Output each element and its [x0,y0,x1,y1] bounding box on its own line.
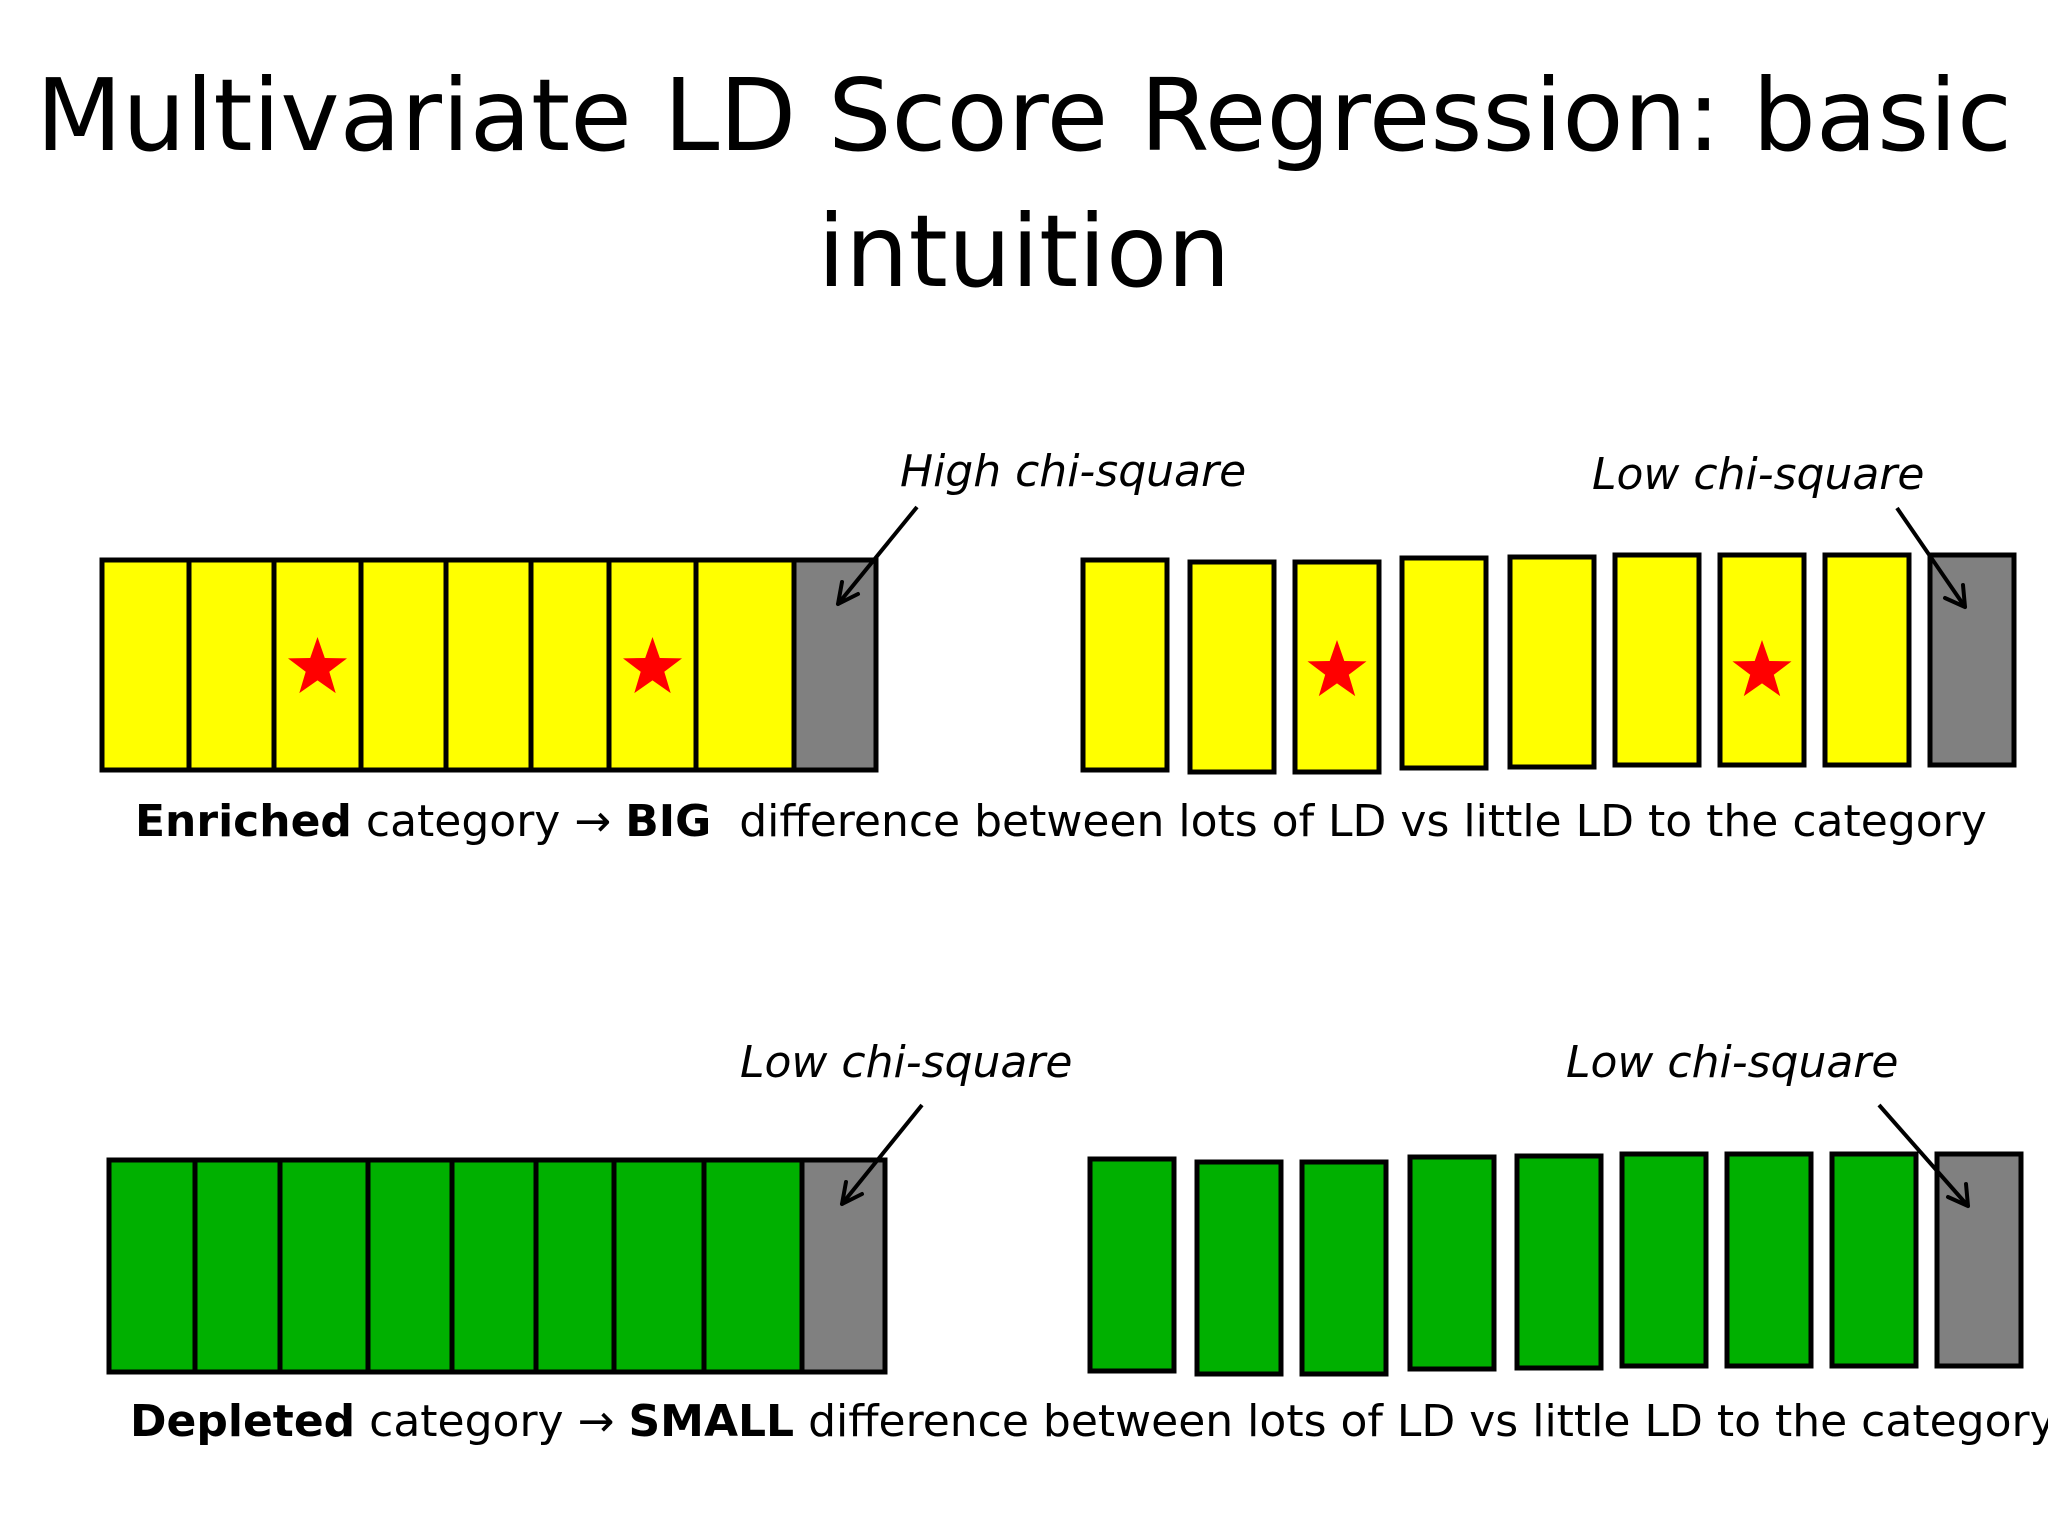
depleted-left-category-cell [533,1157,617,1375]
depleted-right-category-bar [1407,1154,1497,1372]
enriched-right-category-bar [1399,555,1489,771]
depleted-left-category-cell [611,1157,707,1375]
causal-star-icon [288,637,347,694]
enriched-left-null-snp-cell [791,557,879,773]
depleted-right-pointer-arrow [1877,1103,1970,1208]
depleted-left-arrowhead [840,1180,864,1206]
enriched-right-bars [1080,552,2017,775]
depleted-left-block [106,1157,888,1375]
depleted-right-arrowhead [1946,1182,1970,1208]
enriched-right-category-bar [1080,557,1170,773]
causal-star-icon [1307,640,1367,697]
enriched-left-chi-square-label: High chi-square [900,446,1247,497]
depleted-left-category-cell [365,1157,455,1375]
slide-title: Multivariate LD Score Regression: basic … [0,48,2048,320]
enriched-left-category-cell [528,557,612,773]
depleted-right-category-bar [1829,1151,1919,1369]
enriched-magnitude: BIG [625,796,712,847]
enriched-left-pointer-arrow [836,505,919,606]
right-arrow-icon: → [577,1396,615,1447]
depleted-right-bars [1087,1151,2024,1377]
enriched-left-category-cell [443,557,534,773]
depleted-right-category-bar [1299,1159,1389,1377]
depleted-left-category-cell [277,1157,371,1375]
enriched-right-arrowhead [1943,583,1967,609]
enriched-right-chi-square-label: Low chi-square [1592,449,1925,500]
depleted-right-chi-square-label: Low chi-square [1566,1037,1899,1088]
depleted-caption: Depleted category → SMALL difference bet… [130,1397,2048,1447]
causal-star-icon [1732,640,1792,697]
enriched-left-category-cell [358,557,449,773]
slide-title-line1: Multivariate LD Score Regression: basic [35,57,2013,174]
enriched-right-null-snp-bar [1927,552,2017,768]
depleted-right-category-bar [1194,1159,1284,1377]
depleted-term: Depleted [130,1396,356,1447]
enriched-caption: Enriched category → BIG difference betwe… [135,797,1987,847]
enriched-left-category-cell [99,557,192,773]
enriched-caption-rest: difference between lots of LD vs little … [711,796,1987,847]
depleted-right-category-bar [1619,1151,1709,1369]
enriched-term: Enriched [135,796,352,847]
right-arrow-icon: → [574,796,612,847]
enriched-left-block [99,557,879,773]
depleted-left-category-cell [701,1157,805,1375]
causal-star-icon [623,637,682,694]
enriched-left-category-cell [186,557,277,773]
enriched-left-arrowhead [836,580,860,606]
enriched-category-word: category [351,796,575,847]
depleted-left-category-cell [449,1157,539,1375]
enriched-right-category-bar [1507,554,1597,770]
enriched-right-pointer-arrow [1895,506,1967,609]
depleted-category-word: category [355,1396,578,1447]
enriched-right-category-bar [1612,552,1702,768]
enriched-right-category-bar [1822,552,1912,768]
enriched-right-category-bar [1187,559,1277,775]
depleted-left-chi-square-label: Low chi-square [740,1037,1073,1088]
depleted-magnitude: SMALL [628,1396,795,1447]
depleted-left-category-cell [106,1157,198,1375]
depleted-caption-rest: difference between lots of LD vs little … [794,1396,2048,1447]
depleted-right-category-bar [1087,1156,1177,1374]
depleted-left-pointer-arrow [840,1103,924,1206]
slide-title-line2: intuition [817,193,1231,310]
enriched-left-category-cell [693,557,797,773]
depleted-right-category-bar [1724,1151,1814,1369]
depleted-left-category-cell [192,1157,283,1375]
depleted-right-category-bar [1514,1153,1604,1371]
